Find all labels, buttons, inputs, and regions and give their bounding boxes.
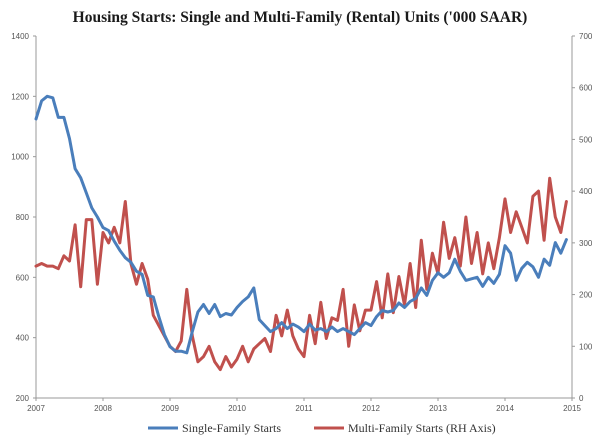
left-tick-label: 400 [16, 334, 30, 343]
chart-title: Housing Starts: Single and Multi-Family … [73, 9, 528, 26]
right-tick-label: 200 [579, 291, 593, 300]
legend: Single-Family Starts Multi-Family Starts… [148, 421, 496, 435]
left-tick-label: 600 [16, 273, 30, 282]
right-tick-label: 400 [579, 187, 593, 196]
right-tick-label: 300 [579, 239, 593, 248]
left-tick-label: 1200 [11, 92, 29, 101]
right-tick-label: 100 [579, 342, 593, 351]
series-line-multi-family [34, 176, 568, 372]
x-tick-label: 2011 [295, 404, 313, 413]
right-tick-label: 600 [579, 84, 593, 93]
right-tick-label: 700 [579, 32, 593, 41]
x-tick-label: 2014 [496, 404, 514, 413]
left-tick-label: 800 [16, 213, 30, 222]
left-tick-label: 1000 [11, 153, 29, 162]
right-tick-label: 500 [579, 135, 593, 144]
legend-label-multi-family: Multi-Family Starts (RH Axis) [348, 421, 496, 435]
x-axis-ticks: 2007 2008 2009 2010 2011 2012 2013 2014 2015 [27, 398, 581, 413]
x-tick-label: 2009 [161, 404, 179, 413]
x-tick-label: 2012 [362, 404, 380, 413]
x-tick-label: 2007 [27, 404, 45, 413]
left-tick-label: 1400 [11, 32, 29, 41]
left-tick-label: 200 [16, 394, 30, 403]
x-tick-label: 2015 [563, 404, 581, 413]
right-axis-ticks: 0 100 200 300 400 500 600 700 [572, 32, 593, 403]
x-tick-label: 2013 [429, 404, 447, 413]
right-tick-label: 0 [579, 394, 584, 403]
x-tick-label: 2010 [228, 404, 246, 413]
left-axis-ticks: 200 400 600 800 1000 1200 1400 [11, 32, 36, 403]
x-tick-label: 2008 [94, 404, 112, 413]
series-lines [34, 94, 568, 372]
legend-label-single-family: Single-Family Starts [182, 421, 281, 435]
series-line-single-family [34, 94, 568, 355]
axes [35, 36, 573, 399]
